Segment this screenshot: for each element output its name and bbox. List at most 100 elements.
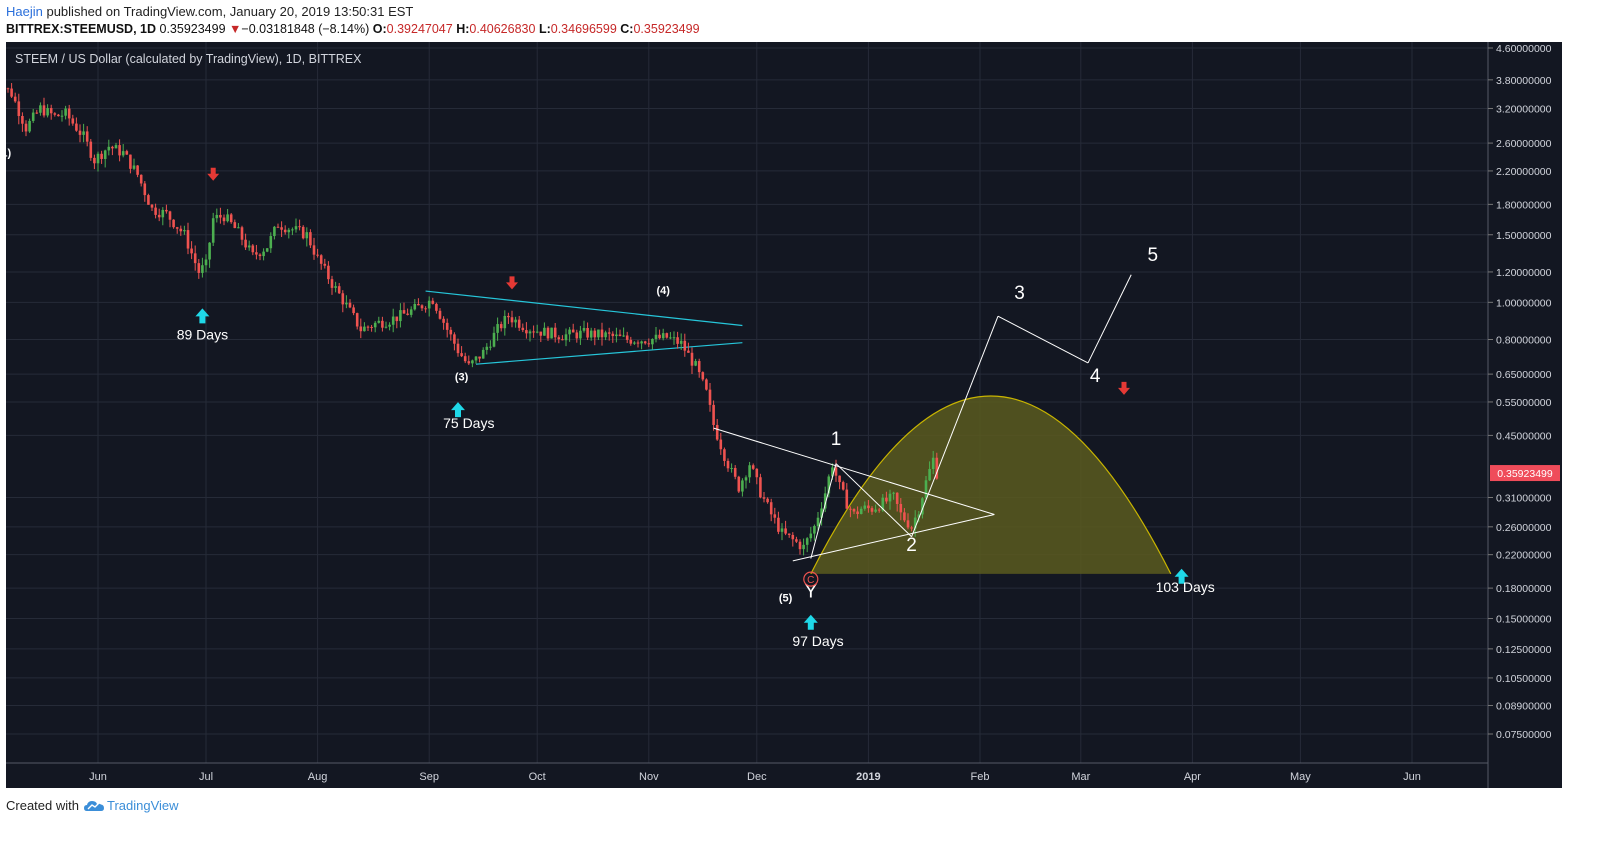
candle-body (114, 145, 118, 149)
candle-body (586, 328, 589, 338)
candle-body (269, 236, 273, 249)
triangle-channel (425, 290, 743, 365)
candle-body (903, 512, 906, 521)
candle-body (489, 346, 492, 348)
candle-body (366, 326, 370, 328)
candle-body (604, 332, 607, 338)
candle-body (733, 467, 737, 477)
candle-body (557, 337, 561, 340)
candle-body (31, 112, 35, 121)
candle-body (849, 508, 852, 510)
candle-body (485, 346, 489, 350)
candle-body (337, 286, 341, 294)
candle-body (813, 526, 816, 534)
candle-body (341, 293, 345, 305)
x-tick-label: May (1290, 771, 1311, 783)
candle-body (499, 324, 503, 329)
candle-body (312, 245, 316, 255)
candle-body (701, 372, 705, 380)
candle-body (89, 141, 93, 158)
candle-body (917, 514, 921, 518)
candle-body (546, 327, 550, 339)
candle-body (852, 509, 856, 512)
x-tick-label: Jun (89, 771, 107, 783)
y-tick-label: 1.80000000 (1496, 199, 1552, 211)
wave-label: (1) (6, 147, 11, 159)
candle-body (827, 476, 831, 494)
candle-body (780, 528, 784, 532)
candle-body (442, 318, 445, 323)
candle-body (759, 477, 762, 498)
y-tick-label: 0.12500000 (1496, 644, 1552, 656)
candle-body (895, 492, 899, 504)
candle-body (561, 339, 564, 341)
candle-body (611, 333, 615, 337)
down-triangle-icon: ▼ (229, 22, 242, 36)
candle-body (456, 343, 460, 354)
symbol-name: BITTREX:STEEMUSD, 1D (6, 22, 157, 36)
y-tick-label: 0.15000000 (1496, 613, 1552, 625)
candle-body (762, 497, 766, 499)
candle-body (679, 340, 683, 344)
candle-body (661, 333, 665, 339)
candle-body (665, 333, 669, 338)
candle-body (910, 527, 913, 529)
candle-body (553, 327, 557, 338)
up-arrow-shape (803, 614, 818, 630)
y-tick-label: 0.07500000 (1496, 729, 1552, 741)
candle-body (517, 319, 521, 328)
down-arrow-icon (506, 276, 518, 290)
candle-body (784, 528, 787, 534)
price-chart[interactable]: (1) (3) (4) (5) 1 2 3 4 5 Y 89 Days 75 Days 97 Days 1… (6, 42, 1562, 788)
candle-body (687, 350, 690, 353)
wave-line (997, 315, 1089, 364)
down-arrow-icon (207, 167, 220, 181)
candle-body (377, 320, 381, 323)
candle-body (6, 88, 10, 90)
candle-body (694, 361, 697, 366)
y-tick-label: 0.80000000 (1496, 335, 1552, 347)
candle-body (118, 145, 121, 156)
c-circle-icon (803, 571, 819, 587)
candle-body (579, 330, 582, 339)
candle-body (647, 343, 651, 345)
candle-body (593, 330, 597, 338)
author-link[interactable]: Haejin (6, 4, 43, 19)
channel-line (425, 290, 743, 327)
candle-body (460, 353, 463, 357)
created-with-text: Created with (6, 798, 79, 813)
price-axis[interactable]: 4.60000000 3.80000000 3.20000000 2.60000000… (1488, 43, 1560, 741)
time-axis[interactable]: Jun Jul Aug Sep Oct Nov Dec 2019 Feb Mar Apr May Jun (89, 771, 1421, 783)
y-tick-label: 1.00000000 (1496, 297, 1552, 309)
candle-body (510, 317, 514, 323)
low-value: 0.34696599 (550, 22, 617, 36)
candle-body (924, 480, 928, 499)
candle-body (75, 123, 78, 131)
candle-body (136, 165, 139, 175)
candle-body (370, 326, 373, 328)
candle-body (157, 214, 161, 218)
candle-body (334, 286, 337, 288)
price-axis-panel (1488, 42, 1562, 788)
candle-body (654, 334, 658, 339)
down-arrow-shape (207, 167, 220, 181)
x-tick-label: 2019 (856, 771, 880, 783)
x-tick-label: Dec (747, 771, 767, 783)
wave-label: (4) (656, 285, 670, 297)
candle-body (856, 511, 859, 515)
candle-body (625, 335, 629, 340)
grid (6, 42, 1488, 763)
candle-body (690, 352, 694, 366)
candle-body (240, 227, 244, 240)
candle-body (636, 342, 640, 344)
candle-body (507, 315, 510, 318)
candle-body (672, 337, 676, 339)
candle-body (219, 214, 222, 218)
candle-body (391, 316, 395, 325)
c-circle-label: C (807, 575, 814, 586)
candle-body (438, 310, 442, 319)
candle-body (129, 154, 132, 169)
candle-body (683, 340, 687, 351)
candle-body (363, 326, 366, 332)
tradingview-logo-link[interactable]: TradingView (83, 798, 179, 813)
